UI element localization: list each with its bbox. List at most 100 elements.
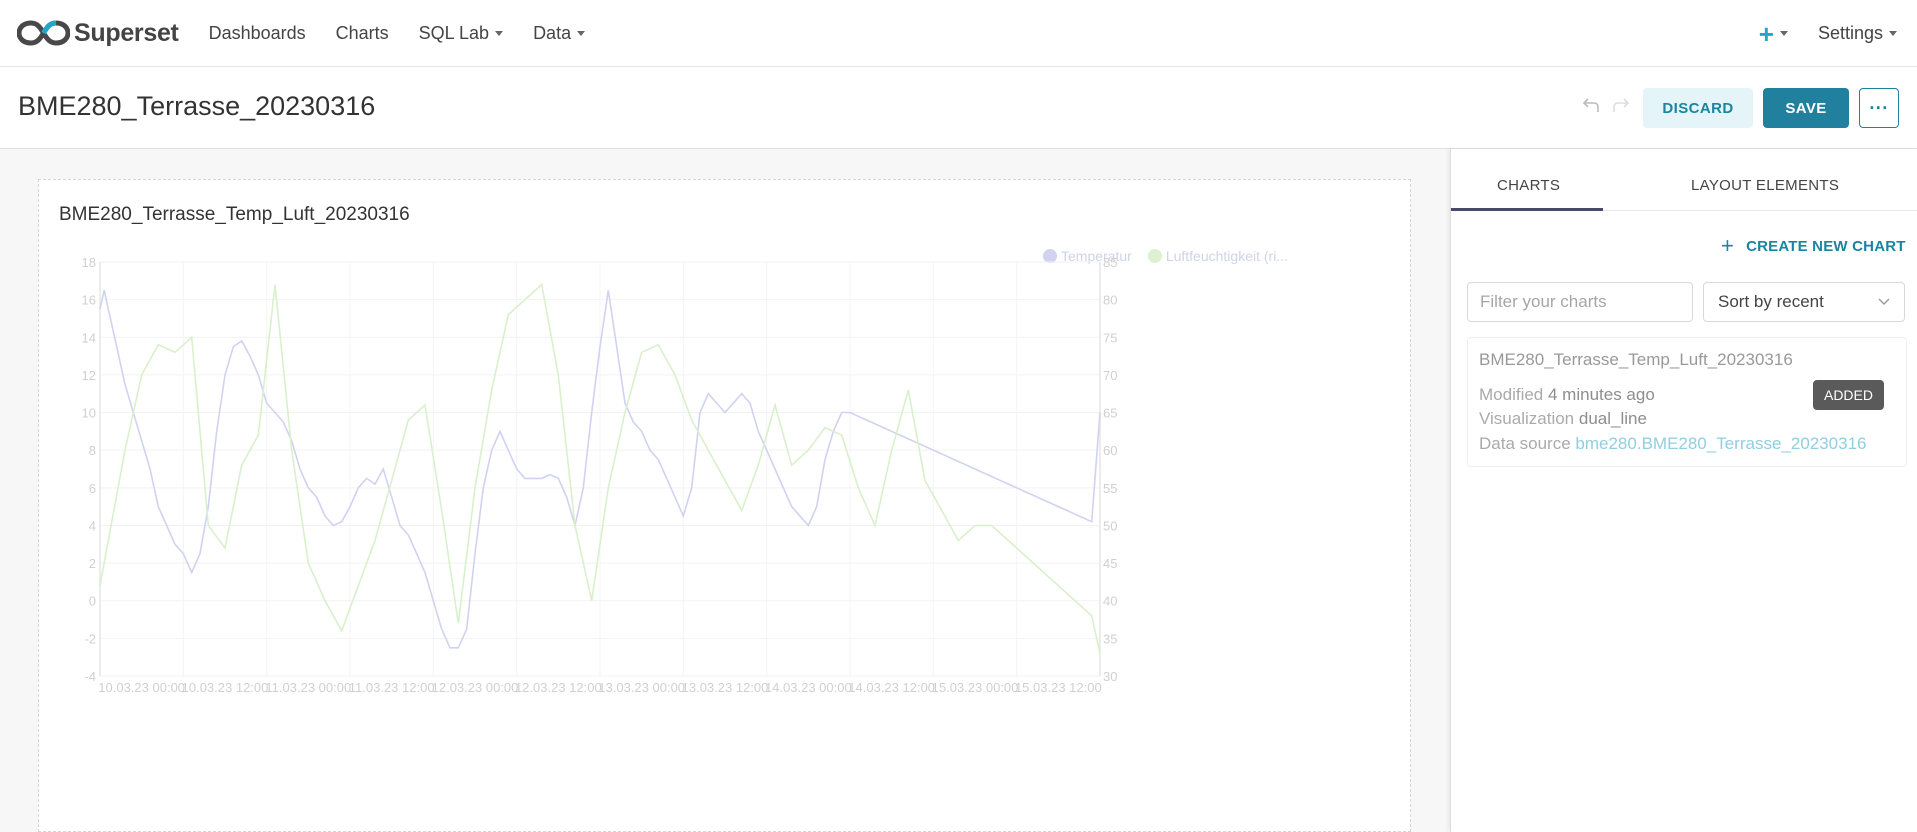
brand-name: Superset (74, 18, 179, 47)
modified-label: Modified (1479, 385, 1544, 404)
nav-data-label: Data (533, 22, 572, 43)
chart-list-item[interactable]: BME280_Terrasse_Temp_Luft_20230316 Modif… (1467, 337, 1907, 467)
y-right-tick-label: 30 (1103, 669, 1117, 684)
y-left-tick-label: 6 (89, 481, 96, 496)
chart-item-modified: Modified 4 minutes ago (1479, 385, 1655, 405)
create-new-chart-link[interactable]: + CREATE NEW CHART (1721, 235, 1906, 257)
save-button[interactable]: SAVE (1763, 88, 1849, 128)
y-left-tick-label: 16 (82, 293, 96, 308)
legend-item-luftfeuchtigkeit[interactable]: Luftfeuchtigkeit (ri... (1147, 248, 1288, 264)
more-options-button[interactable]: ··· (1859, 88, 1899, 128)
settings-menu[interactable]: Settings (1818, 23, 1897, 44)
superset-logo[interactable]: Superset (17, 19, 179, 48)
plus-icon: + (1758, 18, 1774, 49)
y-left-tick-label: 0 (89, 594, 96, 609)
x-tick-label: 15.03.23 12:00 (1015, 680, 1102, 695)
y-left-tick-label: 4 (89, 518, 96, 533)
legend-label: Temperatur (1061, 248, 1132, 264)
chart-title: BME280_Terrasse_Temp_Luft_20230316 (59, 204, 410, 225)
y-left-tick-label: 10 (82, 406, 96, 421)
y-right-tick-label: 55 (1103, 481, 1117, 496)
tab-layout-elements[interactable]: LAYOUT ELEMENTS (1691, 177, 1840, 194)
chevron-down-icon (1878, 298, 1890, 305)
nav-sql-lab-label: SQL Lab (418, 22, 490, 43)
y-right-tick-label: 40 (1103, 594, 1117, 609)
create-new-chart-label: CREATE NEW CHART (1746, 237, 1906, 255)
y-left-tick-label: 2 (89, 556, 96, 571)
nav-charts-label: Charts (335, 22, 389, 43)
chart-legend: Temperatur Luftfeuchtigkeit (ri... (1043, 248, 1304, 264)
x-tick-label: 14.03.23 00:00 (765, 680, 852, 695)
y-right-tick-label: 70 (1103, 368, 1117, 383)
x-tick-label: 14.03.23 12:00 (848, 680, 935, 695)
y-right-tick-label: 45 (1103, 556, 1117, 571)
x-tick-label: 13.03.23 12:00 (682, 680, 769, 695)
new-menu-button[interactable]: + (1759, 21, 1788, 47)
series-line-luftfeuchtigkeit (99, 283, 1101, 654)
chart-plot: -4 -2 0 2 4 6 8 10 12 14 16 18 30 35 40 45 50 55 60 65 70 75 8… (82, 255, 1118, 695)
sort-select-value: Sort by recent (1718, 292, 1824, 311)
x-tick-label: 15.03.23 00:00 (932, 680, 1019, 695)
filter-charts-input[interactable] (1467, 282, 1693, 322)
active-tab-indicator (1451, 208, 1603, 211)
superset-logo-icon (17, 20, 70, 46)
legend-item-temperatur[interactable]: Temperatur (1043, 248, 1132, 264)
dashboard-title[interactable]: BME280_Terrasse_20230316 (18, 91, 376, 121)
nav-charts[interactable]: Charts (336, 23, 389, 44)
sort-select[interactable]: Sort by recent (1703, 282, 1905, 322)
undo-icon[interactable] (1582, 95, 1602, 115)
y-right-tick-label: 60 (1103, 443, 1117, 458)
discard-button[interactable]: DISCARD (1643, 88, 1753, 128)
nav-data[interactable]: Data (533, 22, 586, 44)
y-right-tick-label: 35 (1103, 631, 1117, 646)
y-right-tick-label: 85 (1103, 255, 1117, 270)
chart-item-title: BME280_Terrasse_Temp_Luft_20230316 (1479, 350, 1793, 369)
y-left-tick-label: 14 (82, 330, 96, 345)
chart-item-visualization: Visualization dual_line (1479, 409, 1647, 429)
y-left-tick-label: 18 (82, 255, 96, 270)
y-left-tick-label: 8 (89, 443, 96, 458)
x-tick-label: 10.03.23 00:00 (98, 680, 185, 695)
plus-icon: + (1721, 233, 1735, 258)
datasource-label: Data source (1479, 434, 1571, 453)
caret-down-icon (1779, 31, 1788, 36)
x-tick-label: 11.03.23 12:00 (349, 680, 435, 695)
y-left-tick-label: -2 (84, 631, 96, 646)
legend-label: Luftfeuchtigkeit (ri... (1165, 248, 1288, 264)
nav-dashboards-label: Dashboards (208, 22, 306, 43)
nav-right: + Settings (1759, 0, 1917, 67)
y-right-tick-label: 80 (1103, 293, 1117, 308)
caret-down-icon (495, 30, 504, 36)
redo-icon[interactable] (1610, 95, 1630, 115)
dashboard-header: BME280_Terrasse_20230316 DISCARD SAVE ··… (0, 67, 1917, 149)
nav-sql-lab[interactable]: SQL Lab (418, 22, 504, 44)
chart-item-datasource: Data source bme280.BME280_Terrasse_20230… (1479, 434, 1867, 454)
x-tick-label: 12.03.23 00:00 (432, 680, 519, 695)
modified-value: 4 minutes ago (1548, 385, 1655, 404)
nav-dashboards[interactable]: Dashboards (209, 23, 306, 44)
top-navbar: Superset Dashboards Charts SQL Lab Data … (0, 0, 1917, 67)
legend-dot-icon (1147, 249, 1162, 263)
panel-tabs: CHARTS LAYOUT ELEMENTS (1451, 149, 1917, 211)
x-tick-label: 13.03.23 00:00 (598, 680, 685, 695)
y-left-tick-label: 12 (82, 368, 96, 383)
y-right-tick-label: 75 (1103, 330, 1117, 345)
caret-down-icon (577, 30, 586, 36)
legend-dot-icon (1043, 249, 1057, 263)
x-tick-label: 10.03.23 12:00 (182, 680, 269, 695)
added-badge: ADDED (1813, 380, 1884, 410)
datasource-link[interactable]: bme280.BME280_Terrasse_20230316 (1575, 434, 1867, 453)
settings-label: Settings (1817, 23, 1883, 43)
y-right-tick-label: 50 (1103, 518, 1117, 533)
y-right-tick-label: 65 (1103, 406, 1117, 421)
visualization-label: Visualization (1479, 409, 1575, 428)
series-line-temperatur (99, 290, 1101, 649)
caret-down-icon (1889, 31, 1897, 36)
chart-card[interactable]: BME280_Terrasse_Temp_Luft_20230316 Tempe… (38, 179, 1411, 832)
x-tick-label: 11.03.23 00:00 (265, 680, 351, 695)
tab-charts[interactable]: CHARTS (1497, 177, 1561, 194)
x-tick-label: 12.03.23 12:00 (515, 680, 602, 695)
y-left-tick-label: -4 (84, 669, 96, 684)
builder-side-panel: CHARTS LAYOUT ELEMENTS + CREATE NEW CHAR… (1450, 149, 1917, 832)
visualization-value: dual_line (1578, 409, 1647, 428)
